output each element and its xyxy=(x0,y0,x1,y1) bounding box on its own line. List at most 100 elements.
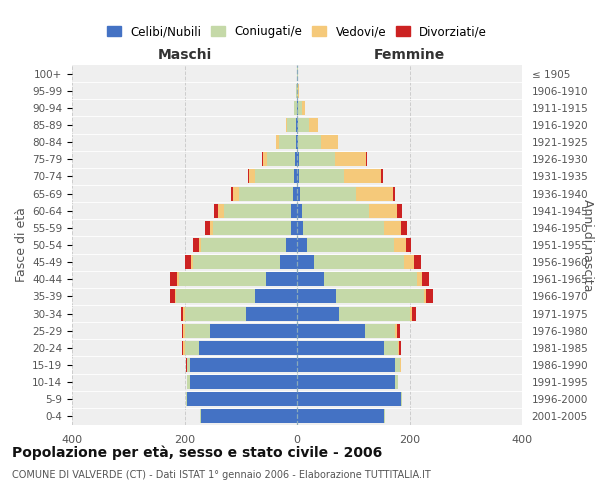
Bar xyxy=(210,221,212,235)
Bar xyxy=(296,135,297,149)
Bar xyxy=(185,341,199,355)
Bar xyxy=(184,324,185,338)
Bar xyxy=(214,204,218,218)
Bar xyxy=(384,341,398,355)
Bar xyxy=(366,152,367,166)
Bar xyxy=(293,186,297,200)
Bar xyxy=(344,170,381,183)
Bar xyxy=(292,204,297,218)
Bar xyxy=(202,410,297,424)
Text: COMUNE DI VALVERDE (CT) - Dati ISTAT 1° gennaio 2006 - Elaborazione TUTTITALIA.I: COMUNE DI VALVERDE (CT) - Dati ISTAT 1° … xyxy=(12,470,431,480)
Bar xyxy=(381,170,383,183)
Bar xyxy=(218,204,224,218)
Bar xyxy=(286,238,297,252)
Bar xyxy=(181,306,184,320)
Bar xyxy=(384,221,401,235)
Bar xyxy=(369,204,397,218)
Bar xyxy=(427,290,433,304)
Bar xyxy=(310,118,318,132)
Bar xyxy=(186,392,187,406)
Bar xyxy=(297,84,298,98)
Bar xyxy=(337,290,424,304)
Bar xyxy=(177,272,179,286)
Bar xyxy=(307,238,394,252)
Bar xyxy=(297,324,365,338)
Bar xyxy=(298,101,302,115)
Bar xyxy=(205,221,210,235)
Bar xyxy=(239,186,293,200)
Bar xyxy=(324,272,417,286)
Bar xyxy=(185,255,191,269)
Bar xyxy=(297,204,302,218)
Bar xyxy=(395,375,398,389)
Bar xyxy=(190,358,297,372)
Bar xyxy=(395,358,400,372)
Bar xyxy=(297,238,307,252)
Bar xyxy=(179,272,266,286)
Bar xyxy=(297,392,401,406)
Bar xyxy=(280,255,297,269)
Bar xyxy=(184,341,185,355)
Bar xyxy=(397,324,400,338)
Bar xyxy=(298,118,310,132)
Bar xyxy=(190,375,297,389)
Bar xyxy=(230,186,233,200)
Bar xyxy=(297,118,298,132)
Bar xyxy=(335,152,366,166)
Bar xyxy=(187,358,190,372)
Bar xyxy=(339,306,409,320)
Bar xyxy=(287,118,296,132)
Bar xyxy=(406,238,411,252)
Bar xyxy=(297,255,314,269)
Bar xyxy=(398,341,400,355)
Bar xyxy=(263,152,267,166)
Bar xyxy=(175,290,176,304)
Bar xyxy=(199,238,202,252)
Bar xyxy=(267,152,295,166)
Bar xyxy=(185,324,210,338)
Bar xyxy=(193,255,280,269)
Bar xyxy=(300,186,356,200)
Bar xyxy=(400,341,401,355)
Bar xyxy=(294,170,297,183)
Bar xyxy=(279,135,296,149)
Bar xyxy=(247,306,297,320)
Bar xyxy=(170,290,175,304)
Bar xyxy=(294,101,297,115)
Bar xyxy=(184,306,185,320)
Bar xyxy=(286,118,287,132)
Bar xyxy=(266,272,297,286)
Bar xyxy=(191,255,193,269)
Bar xyxy=(199,341,297,355)
Text: Maschi: Maschi xyxy=(157,48,212,62)
Bar xyxy=(182,324,184,338)
Bar xyxy=(297,170,299,183)
Bar xyxy=(295,152,297,166)
Bar xyxy=(409,306,412,320)
Bar xyxy=(187,375,190,389)
Bar xyxy=(170,272,177,286)
Bar xyxy=(299,152,335,166)
Bar xyxy=(187,392,297,406)
Bar xyxy=(320,135,337,149)
Bar xyxy=(193,238,199,252)
Bar xyxy=(397,204,401,218)
Bar xyxy=(276,135,279,149)
Legend: Celibi/Nubili, Coniugati/e, Vedovi/e, Divorziati/e: Celibi/Nubili, Coniugati/e, Vedovi/e, Di… xyxy=(102,20,492,43)
Bar xyxy=(384,410,385,424)
Bar xyxy=(404,255,414,269)
Bar xyxy=(302,221,384,235)
Bar xyxy=(297,358,395,372)
Bar xyxy=(176,290,255,304)
Bar xyxy=(401,221,407,235)
Bar xyxy=(297,272,324,286)
Bar xyxy=(210,324,297,338)
Bar xyxy=(394,238,406,252)
Bar xyxy=(298,135,320,149)
Bar xyxy=(202,238,286,252)
Bar xyxy=(297,306,339,320)
Bar xyxy=(299,170,344,183)
Bar xyxy=(302,204,369,218)
Text: Popolazione per età, sesso e stato civile - 2006: Popolazione per età, sesso e stato civil… xyxy=(12,446,382,460)
Bar xyxy=(182,341,184,355)
